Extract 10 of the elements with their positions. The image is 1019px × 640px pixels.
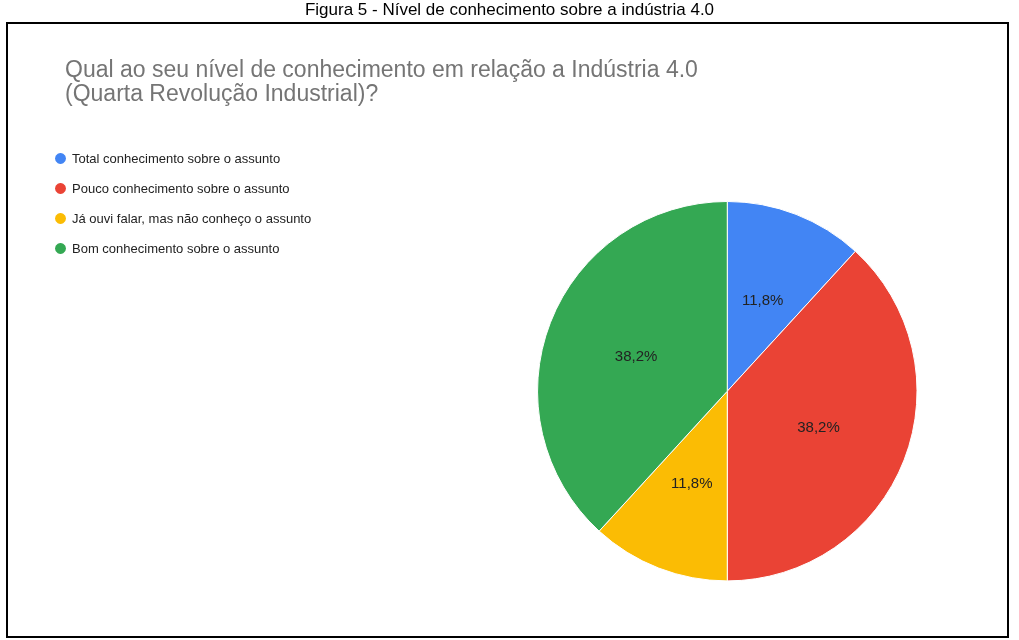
legend-label: Total conhecimento sobre o assunto xyxy=(72,151,281,166)
data-label: 11,8% xyxy=(742,291,784,309)
legend-label: Já ouvi falar, mas não conheço o assunto xyxy=(72,211,312,226)
chart-title: Qual ao seu nível de conhecimento em relação a Indústria 4.0 (Quarta Revolução Industrial)? xyxy=(65,56,698,106)
legend-label: Pouco conhecimento sobre o assunto xyxy=(72,181,290,196)
legend-label: Bom conhecimento sobre o assunto xyxy=(72,241,280,256)
text: Figura 5 - Nível de conhecimento sobre a indústria 4.0 xyxy=(303,0,716,20)
data-label: 38,2% xyxy=(614,347,658,365)
data-label: 11,8% xyxy=(671,473,713,491)
data-label: 38,2% xyxy=(797,418,840,436)
